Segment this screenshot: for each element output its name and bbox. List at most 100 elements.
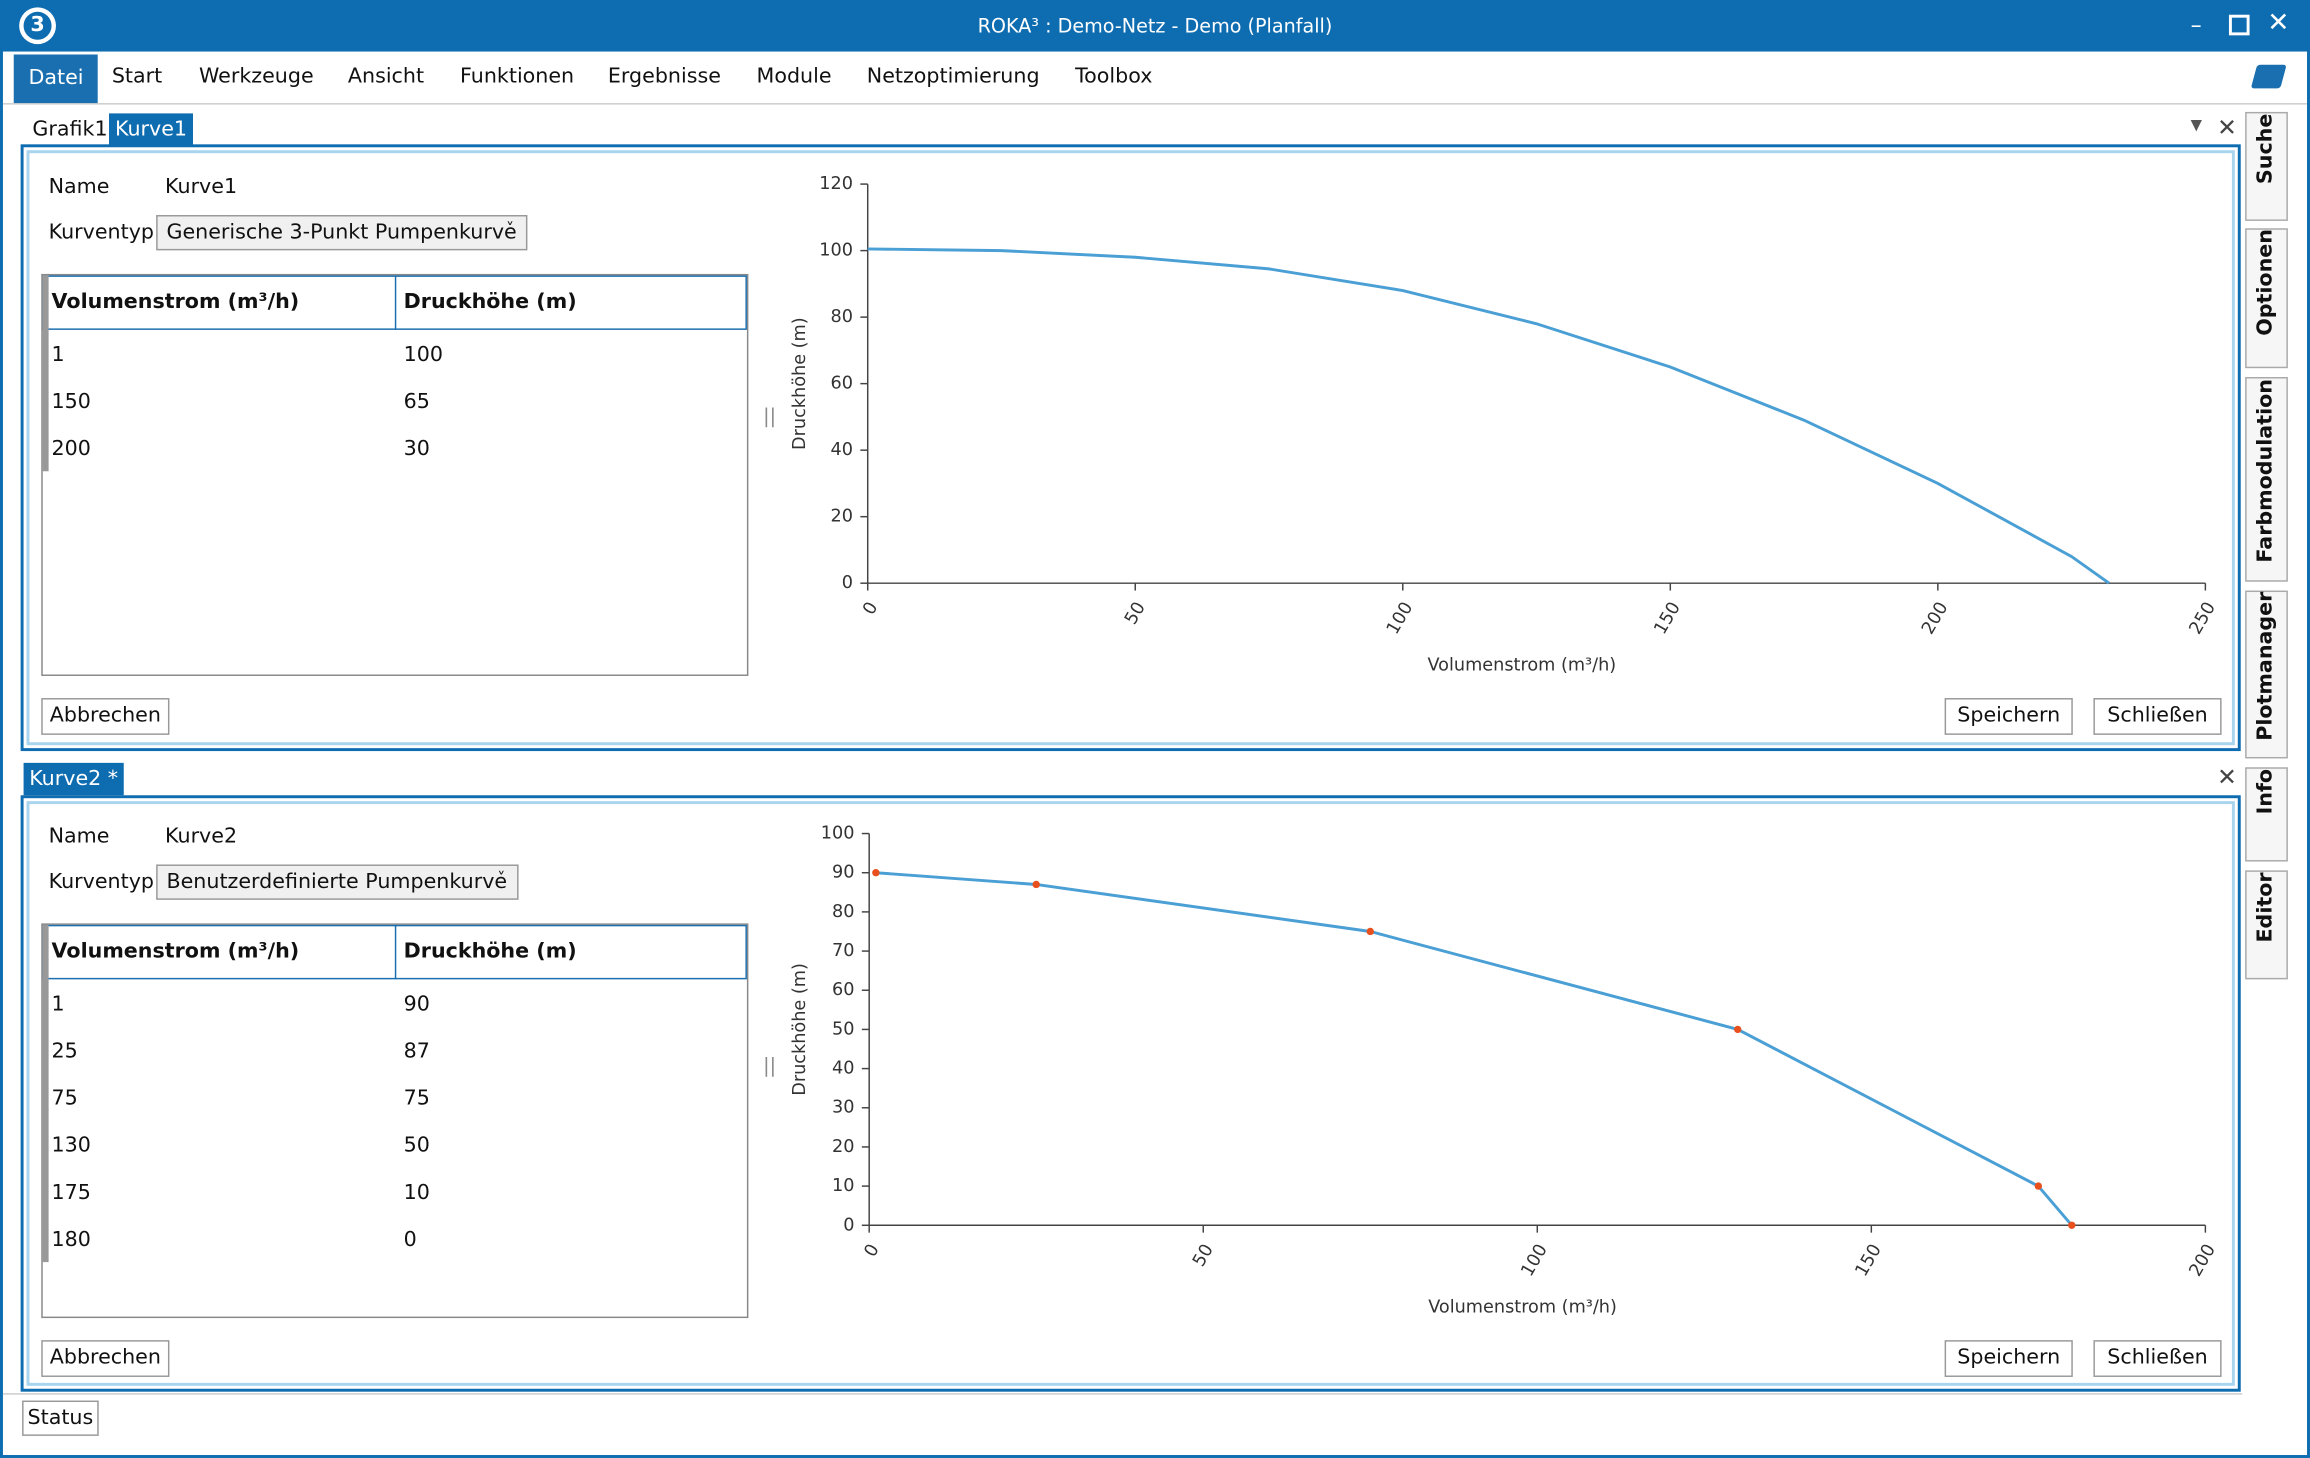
status-divider [2,1393,2243,1395]
table-cell: 75 [51,1086,78,1111]
table-cell: 180 [51,1228,91,1252]
menu-item[interactable]: Werkzeuge [198,64,314,89]
menu-item[interactable]: Start [111,64,163,89]
x-tick-label: 50 [1189,1241,1218,1270]
column-header[interactable]: Volumenstrom (m³/h) [51,290,300,314]
tab-active[interactable]: Kurve1 [109,113,193,146]
y-tick-label: 90 [832,863,854,883]
table-cell: 65 [403,390,430,414]
side-tab[interactable]: Optionen [2245,228,2288,369]
menu-item[interactable]: Funktionen [460,64,575,89]
side-tab[interactable]: Suche [2245,111,2288,221]
curve [867,247,2110,585]
status-button[interactable]: Status [22,1400,99,1436]
dropdown-arrow: ˅ [497,868,506,889]
app-logo[interactable]: 3 [19,7,56,45]
table-cell: 175 [51,1181,91,1205]
field-label: Kurventyp [48,220,155,245]
data-point [872,869,880,877]
menu-item[interactable]: Datei [13,54,99,104]
button[interactable]: Speichern [1944,698,2073,735]
table-cell: 130 [51,1133,91,1158]
field-value: Kurve2 [164,824,238,849]
side-tab[interactable]: Plotmanager [2245,590,2288,759]
table-cell: 1 [51,343,65,367]
splitter[interactable]: || [763,1055,777,1079]
x-tick-label: 200 [2186,1241,2220,1280]
x-tick-label: 100 [1518,1241,1552,1280]
column-header[interactable]: Druckhöhe (m) [403,290,577,314]
data-point [1032,880,1040,889]
menu-item[interactable]: Toolbox [1075,64,1153,89]
table-cell: 200 [51,437,91,461]
x-tick-label: 100 [1383,599,1417,638]
tab-menu[interactable]: ▼ [2190,117,2202,135]
window-title: ROKA³ : Demo-Netz - Demo (Planfall) [977,16,1333,39]
x-axis-label: Volumenstrom (m³/h) [1427,656,1616,676]
button[interactable]: Speichern [1944,1340,2073,1377]
table-cell: 87 [403,1039,430,1064]
splitter[interactable]: || [763,406,777,429]
menu-item[interactable]: Netzoptimierung [866,64,1040,89]
maximize-button[interactable] [2228,14,2250,36]
table-cell: 150 [51,390,91,414]
y-tick-label: 100 [821,824,855,844]
table: Volumenstrom (m³/h) Druckhöhe (m) 1 90 25 87 7… [41,923,749,1319]
side-tab[interactable]: Info [2245,767,2288,862]
y-tick-label: 120 [819,174,853,194]
y-tick-label: 30 [832,1098,854,1118]
x-tick-label: 150 [1651,599,1685,638]
x-axis-label: Volumenstrom (m³/h) [1428,1298,1617,1318]
y-tick-label: 70 [832,941,854,961]
y-tick-label: 50 [832,1019,854,1039]
table-cell: 0 [403,1228,417,1252]
column-header[interactable]: Druckhöhe (m) [403,939,577,964]
y-axis-label: Druckhöhe (m) [790,317,810,450]
data-point [1366,927,1374,936]
tab-active[interactable]: Kurve2 * [23,762,124,796]
dropdown-arrow: ˅ [506,219,515,239]
panel-close[interactable]: ✕ [2217,113,2237,142]
table-cell: 75 [403,1086,430,1111]
tab[interactable]: Grafik1 [32,117,108,142]
dropdown[interactable]: Benutzerdefinierte Pumpenkurve ˅ [156,864,519,900]
x-tick-label: 0 [859,599,882,619]
y-tick-label: 80 [831,307,853,327]
table: Volumenstrom (m³/h) Druckhöhe (m) 1 100 150 6… [41,273,749,676]
column-header[interactable]: Volumenstrom (m³/h) [51,939,300,964]
button[interactable]: Schließen [2093,698,2222,735]
panel-frame [20,144,2241,752]
field-label: Name [48,824,110,849]
button[interactable]: Abbrechen [41,1340,170,1377]
side-tab[interactable]: Farbmodulation [2245,377,2288,582]
minimize-button[interactable]: – [2190,11,2202,39]
menu-item[interactable]: Module [756,64,832,89]
data-point [2068,1221,2076,1229]
y-tick-label: 0 [842,573,853,593]
table-cell: 10 [403,1181,430,1205]
y-tick-label: 80 [832,902,854,922]
menu-item[interactable]: Ergebnisse [607,64,721,89]
menu-item[interactable]: Ansicht [347,64,425,89]
data-point [2034,1182,2043,1190]
table-cell: 1 [51,992,65,1017]
button[interactable]: Abbrechen [41,698,170,735]
y-tick-label: 20 [832,1137,854,1157]
y-tick-label: 40 [831,440,853,460]
menu-divider [2,103,2308,105]
y-tick-label: 20 [831,507,853,527]
side-tab[interactable]: Editor [2245,870,2288,980]
table-cell: 30 [403,437,430,461]
dropdown[interactable]: Generische 3-Punkt Pumpenkurve ˅ [156,215,528,251]
data-point [1734,1025,1742,1034]
column-divider [394,924,397,980]
table-cell: 25 [51,1039,78,1064]
field-label: Kurventyp [48,870,155,894]
table-cell: 90 [403,992,430,1017]
panel-close[interactable]: ✕ [2217,762,2237,791]
close-button[interactable]: ✕ [2267,7,2290,39]
button[interactable]: Schließen [2093,1340,2222,1377]
panel-frame [20,795,2241,1392]
